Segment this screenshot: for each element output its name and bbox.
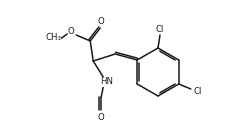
Text: HN: HN [100, 77, 113, 87]
Text: O: O [98, 16, 105, 25]
Text: Cl: Cl [156, 25, 164, 34]
Text: CH₃: CH₃ [45, 34, 61, 42]
Text: O: O [68, 27, 75, 36]
Text: O: O [98, 113, 105, 122]
Text: Cl: Cl [194, 87, 202, 96]
